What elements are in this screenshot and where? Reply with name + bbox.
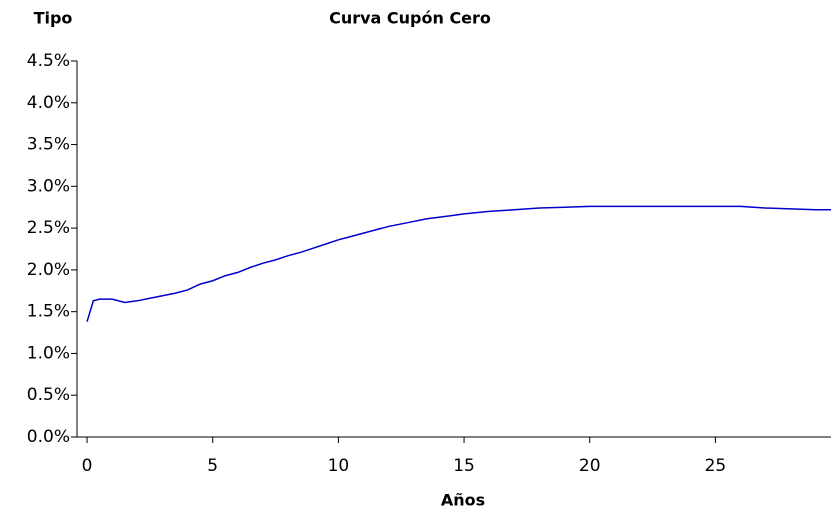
y-tick-label: 2.0%	[27, 260, 70, 280]
x-tick-label: 5	[207, 456, 218, 476]
y-tick-label: 1.5%	[27, 302, 70, 322]
y-tick-label: 3.5%	[27, 135, 70, 155]
y-tick-label: 0.0%	[27, 427, 70, 447]
x-tick-label: 15	[453, 456, 475, 476]
y-tick-label: 1.0%	[27, 343, 70, 363]
y-tick-label: 2.5%	[27, 218, 70, 238]
y-tick-label: 0.5%	[27, 385, 70, 405]
y-tick-label: 4.5%	[27, 51, 70, 71]
y-axis-label: Tipo	[34, 9, 73, 28]
x-tick-label: 0	[82, 456, 93, 476]
line-series	[86, 205, 831, 322]
y-tick-label: 4.0%	[27, 93, 70, 113]
x-tick-label: 10	[328, 456, 350, 476]
x-axis-label: Años	[441, 491, 485, 510]
x-tick-label: 20	[579, 456, 601, 476]
y-tick-label: 3.0%	[27, 176, 70, 196]
chart-title: Curva Cupón Cero	[329, 9, 491, 28]
x-tick-label: 25	[705, 456, 727, 476]
